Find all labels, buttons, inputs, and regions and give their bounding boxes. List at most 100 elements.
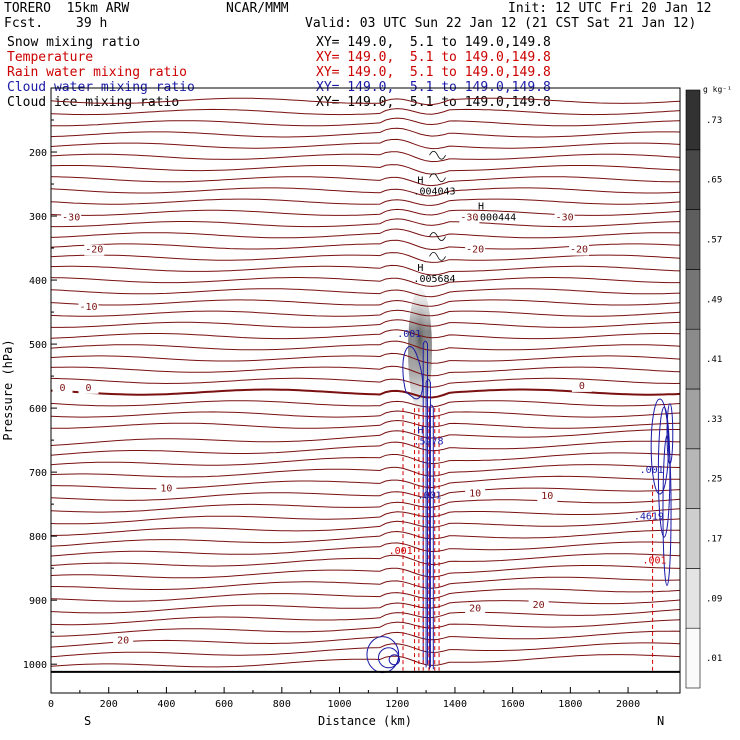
field-name-temperature: Temperature <box>7 50 94 65</box>
forecast-label: Fcst. <box>4 16 44 31</box>
temperature-label-bg <box>465 603 486 615</box>
colorbar-swatch <box>685 328 701 390</box>
temperature-label-bg <box>156 483 177 495</box>
field-xy-rain: XY= 149.0, 5.1 to 149.0,149.8 <box>316 65 551 80</box>
model-label: TORERO 15km ARW <box>4 1 130 16</box>
rain-water-contours <box>402 408 654 671</box>
temperature-label: 20 <box>533 600 545 611</box>
temperature-label-bg <box>528 599 549 611</box>
x-tick-label: 1400 <box>443 699 467 710</box>
colorbar-swatch <box>685 89 701 151</box>
isotherm <box>50 309 681 317</box>
isotherm <box>50 228 681 239</box>
field-name-cloud-ice: Cloud ice mixing ratio <box>7 95 180 110</box>
y-tick-label: 1000 <box>23 660 47 671</box>
ice-contour <box>429 251 446 261</box>
temperature-label: -30 <box>62 213 80 224</box>
temperature-labels: -30 -30 -30 -20 -20 -20 -10 0 0 0 10 10 10 20 20 20 <box>52 212 592 647</box>
colorbar-label: .17 <box>706 535 722 545</box>
extremum-value: .000444 <box>474 213 516 224</box>
ice-contour <box>429 173 446 183</box>
isotherm <box>50 127 681 138</box>
north-cloud-contour <box>657 406 671 538</box>
colorbar-label: .41 <box>706 355 722 365</box>
y-tick-label: 500 <box>29 340 47 351</box>
isotherm <box>50 400 681 408</box>
cloud-water-label: .4619 <box>634 512 664 523</box>
isotherm <box>51 319 681 328</box>
y-tick-label: 600 <box>29 404 47 415</box>
isotherm <box>50 464 681 478</box>
colorbar-label: .49 <box>706 295 722 305</box>
temperature-label-bg <box>61 212 82 224</box>
x-tick-label: 1800 <box>558 699 582 710</box>
temperature-label: -10 <box>79 302 97 313</box>
temperature-label: 10 <box>469 488 481 499</box>
isotherm <box>50 288 681 298</box>
cloud-water-label: .001 <box>640 465 664 476</box>
colorbar-label: .73 <box>706 116 722 126</box>
isotherm <box>50 529 680 547</box>
valid-time: Valid: 03 UTC Sun 22 Jan 12 (21 CST Sat … <box>305 16 697 31</box>
isotherm <box>50 642 681 658</box>
temperature-label-bg <box>78 302 99 314</box>
colorbar-swatch <box>685 448 701 509</box>
x-tick-label: 600 <box>215 699 233 710</box>
colorbar-swatch <box>685 508 701 569</box>
temperature-label: 20 <box>117 636 129 647</box>
x-tick-label: 400 <box>157 699 175 710</box>
colorbar-label: .65 <box>706 176 722 186</box>
temperature-label: 0 <box>579 381 585 392</box>
isotherm <box>50 198 681 206</box>
cloud-top-contour <box>402 346 424 400</box>
y-axis-title: Pressure (hPa) <box>1 339 15 440</box>
field-xy-temperature: XY= 149.0, 5.1 to 149.0,149.8 <box>316 50 551 65</box>
temperature-label-bg <box>78 382 99 394</box>
isotherm <box>50 208 681 216</box>
temperature-label-bg <box>571 380 592 392</box>
south-endpoint-label: S <box>84 714 91 728</box>
temperature-label: 20 <box>469 604 481 615</box>
colorbar-swatch <box>685 269 701 330</box>
x-axis-title: Distance (km) <box>318 714 412 728</box>
x-tick-label: 800 <box>273 699 291 710</box>
x-tick-label: 1000 <box>327 699 351 710</box>
extremum-value: .5278 <box>413 437 443 448</box>
y-tick-label: 400 <box>29 276 47 287</box>
isotherm <box>50 164 681 175</box>
isotherm <box>50 108 681 116</box>
isotherm <box>50 252 681 263</box>
isotherm <box>50 277 680 287</box>
cloud-water-label: .001 <box>389 546 413 557</box>
extremum-value: .005684 <box>413 274 455 285</box>
isotherm <box>50 97 681 106</box>
temperature-label: -20 <box>466 245 484 256</box>
plot-frame <box>50 87 681 694</box>
temperature-label-bg <box>537 491 558 503</box>
colorbar-swatch <box>685 568 701 629</box>
colorbar-units: g kg⁻¹ <box>703 85 732 94</box>
temperature-label: -20 <box>85 245 103 256</box>
isotherm <box>50 508 681 525</box>
y-tick-label: 900 <box>29 596 47 607</box>
cloud-water-labels: .001 .001 .001 .001 .4619 .001 <box>389 329 667 567</box>
temperature-label: 10 <box>541 491 553 502</box>
temperature-label-bg <box>459 212 480 224</box>
x-tick-label: 200 <box>100 699 118 710</box>
isotherm <box>50 329 681 340</box>
y-axis: 200 300 400 500 600 700 800 900 1000 <box>23 119 57 671</box>
x-tick-label: 2000 <box>616 699 640 710</box>
colorbar-swatch <box>685 149 701 210</box>
colorbar-swatch <box>685 388 701 450</box>
isotherm <box>50 565 681 579</box>
extremum-symbol: H <box>417 175 423 186</box>
temperature-label-bg <box>569 244 590 256</box>
isotherm <box>50 117 681 127</box>
isotherm <box>50 452 681 466</box>
temperature-label-bg <box>465 488 486 500</box>
temperature-label-bg <box>84 244 105 256</box>
isotherm <box>50 377 681 388</box>
y-tick-label: 700 <box>29 468 47 479</box>
isotherm <box>51 576 681 590</box>
